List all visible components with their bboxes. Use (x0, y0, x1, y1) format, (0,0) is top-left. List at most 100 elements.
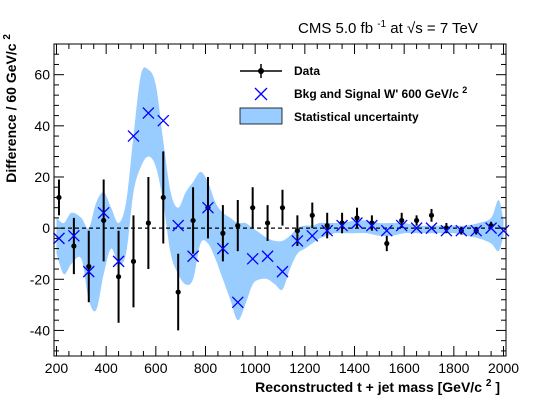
legend: Data Bkg and Signal W' 600 GeV/c 2 Stati… (239, 64, 467, 125)
data-point (250, 187, 256, 229)
signal-marker (410, 222, 423, 235)
sqrt-s-label: √s (407, 20, 423, 37)
data-point (354, 207, 360, 229)
data-marker (413, 217, 420, 224)
data-marker (220, 230, 226, 236)
legend-signal-label-main: Bkg and Signal W' 600 GeV/c (294, 87, 459, 101)
y-tick-label: 0 (42, 220, 50, 236)
x-tick-label: 2000 (488, 360, 519, 376)
signal-markers-layer (53, 107, 510, 309)
data-point (160, 151, 166, 244)
data-point (130, 215, 137, 308)
y-tick-label: -40 (30, 322, 50, 338)
x-tick-label: 600 (144, 360, 168, 376)
data-marker (115, 274, 122, 280)
x-axis-title-end: ] (495, 379, 500, 395)
x-tick-label: 1200 (289, 360, 320, 376)
signal-marker (276, 265, 289, 278)
data-marker (160, 194, 166, 201)
data-marker (175, 289, 181, 295)
data-point (145, 176, 151, 270)
x-tick-label: 1800 (438, 360, 469, 376)
signal-marker (351, 217, 363, 229)
data-marker (101, 217, 107, 224)
data-marker (145, 220, 151, 226)
signal-marker (172, 219, 185, 232)
signal-marker (202, 201, 214, 214)
signal-marker (142, 107, 155, 120)
signal-marker (497, 224, 510, 237)
signal-marker (157, 114, 170, 127)
legend-entry-uncertainty: Statistical uncertainty (239, 107, 419, 125)
data-marker (279, 205, 286, 211)
energy-text: at (390, 20, 407, 37)
signal-marker (395, 219, 408, 232)
data-point (279, 189, 286, 226)
data-marker (71, 243, 77, 249)
signal-marker (485, 222, 498, 235)
experiment-label: CMS (298, 20, 331, 37)
signal-marker (231, 296, 244, 309)
data-marker (250, 205, 256, 211)
data-point (235, 200, 241, 252)
data-point (190, 187, 196, 254)
data-point (264, 205, 271, 241)
signal-marker (246, 252, 259, 265)
signal-marker (127, 130, 140, 143)
y-tick-label: 60 (34, 67, 50, 83)
legend-signal-label: Bkg and Signal W' 600 GeV/c 2 (294, 85, 467, 101)
data-marker (384, 240, 390, 247)
data-marker (324, 222, 330, 229)
signal-marker (306, 229, 319, 242)
legend-signal-marker (254, 87, 268, 101)
data-marker (294, 228, 300, 234)
data-marker (428, 212, 435, 218)
x-axis-title-main: Reconstructed t + jet mass [GeV/c (255, 379, 482, 395)
data-point (86, 230, 92, 303)
signal-marker (425, 222, 438, 235)
signal-marker (455, 224, 468, 237)
header-label: CMS 5.0 fb -1 at √s = 7 TeV (298, 14, 478, 37)
y-tick-label: 40 (34, 118, 50, 134)
data-marker (86, 263, 92, 270)
data-point (115, 230, 122, 323)
y-axis-title-main: Difference / 60 GeV/c (3, 43, 19, 183)
signal-marker (97, 206, 110, 219)
data-marker (130, 258, 137, 264)
signal-marker (291, 234, 304, 247)
uncertainty-band-layer (56, 67, 504, 321)
signal-marker (82, 265, 95, 278)
data-point (220, 205, 226, 262)
x-axis-title-sup: 2 (486, 378, 492, 389)
signal-marker (321, 224, 334, 237)
signal-marker (187, 250, 200, 263)
data-marker (264, 220, 271, 226)
x-tick-label: 200 (45, 360, 69, 376)
legend-signal-label-sup: 2 (462, 85, 467, 95)
signal-marker (440, 224, 453, 237)
signal-marker (261, 250, 274, 263)
legend-entry-data: Data (240, 64, 320, 78)
x-tick-label: 1400 (339, 360, 370, 376)
signal-marker (470, 224, 483, 237)
data-marker (399, 217, 405, 224)
x-axis-title: Reconstructed t + jet mass [GeV/c 2 ] (255, 373, 500, 395)
data-marker (235, 222, 241, 229)
signal-marker (336, 219, 349, 232)
y-axis-title: Difference / 60 GeV/c 2 (2, 34, 19, 183)
legend-band-label: Statistical uncertainty (294, 110, 419, 124)
x-tick-label: 400 (94, 360, 118, 376)
data-marker (190, 217, 196, 224)
y-tick-label: -20 (30, 271, 50, 287)
uncertainty-band (56, 67, 504, 321)
data-marker (354, 215, 360, 221)
luminosity-value: 5.0 fb (336, 20, 374, 37)
signal-marker (112, 255, 125, 268)
x-tick-label: 800 (194, 360, 218, 376)
y-axis-title-sup: 2 (2, 34, 13, 40)
data-point (71, 217, 77, 275)
luminosity-exponent: -1 (377, 19, 386, 30)
data-point (428, 208, 435, 222)
data-point (324, 212, 330, 239)
